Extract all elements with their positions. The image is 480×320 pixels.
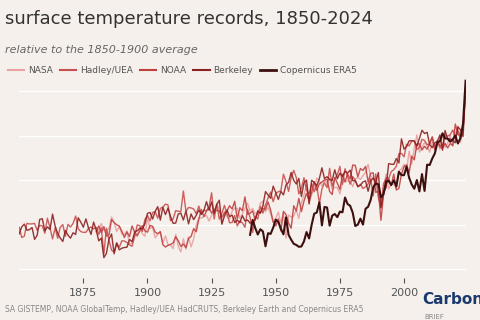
- Text: relative to the 1850-1900 average: relative to the 1850-1900 average: [5, 45, 198, 55]
- Legend: NASA, Hadley/UEA, NOAA, Berkeley, Copernicus ERA5: NASA, Hadley/UEA, NOAA, Berkeley, Copern…: [4, 62, 360, 78]
- Text: BRIEF: BRIEF: [425, 314, 444, 320]
- Text: surface temperature records, 1850-2024: surface temperature records, 1850-2024: [5, 10, 372, 28]
- Text: Carbon: Carbon: [422, 292, 480, 307]
- Text: SA GISTEMP, NOAA GlobalTemp, Hadley/UEA HadCRUTS, Berkeley Earth and Copernicus : SA GISTEMP, NOAA GlobalTemp, Hadley/UEA …: [5, 305, 363, 314]
